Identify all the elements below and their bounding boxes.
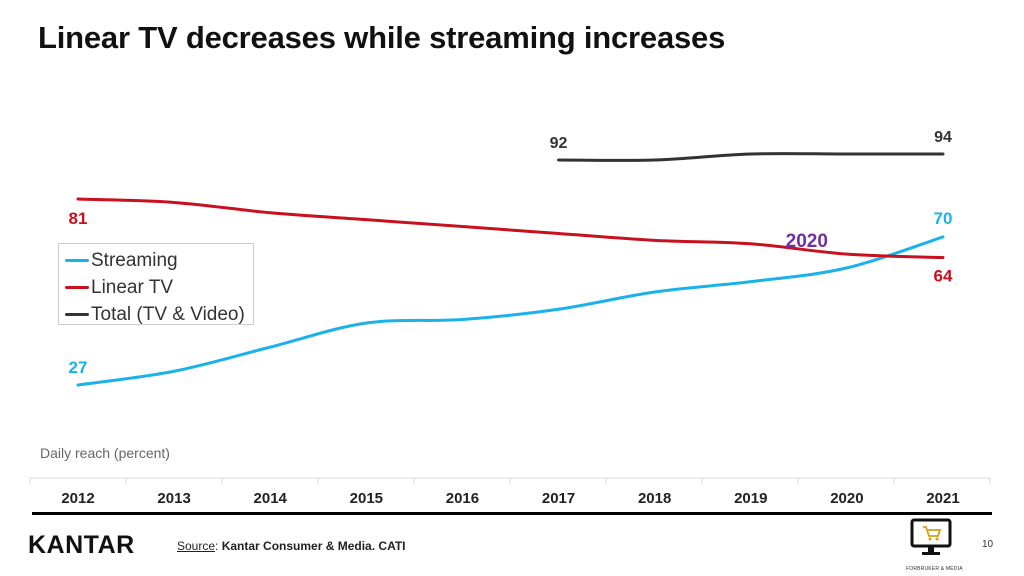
series-line-total-tv-video- <box>557 152 945 162</box>
legend-swatch-linear-tv <box>65 286 89 289</box>
x-tick-label: 2014 <box>254 490 288 507</box>
legend-item-streaming: Streaming <box>59 247 253 274</box>
monitor-cart-icon <box>910 518 952 555</box>
legend-label-total: Total (TV & Video) <box>91 303 245 325</box>
data-label: 27 <box>69 358 88 377</box>
x-tick-label: 2019 <box>734 490 767 507</box>
x-tick-label: 2013 <box>157 490 190 507</box>
x-tick-label: 2018 <box>638 490 671 507</box>
data-label: 81 <box>69 209 88 228</box>
source-label: Source <box>177 539 216 553</box>
logo-text: KANTAR <box>28 531 135 559</box>
x-tick-label: 2020 <box>830 490 863 507</box>
slide-title: Linear TV decreases while streaming incr… <box>38 20 726 55</box>
data-label: 92 <box>550 135 568 152</box>
source-note: Source: Kantar Consumer & Media. CATI <box>177 539 406 553</box>
series-line-streaming <box>76 235 945 387</box>
icon-caption: FORBRUKER & MEDIA <box>906 566 963 572</box>
legend-item-linear-tv: Linear TV <box>59 274 253 301</box>
data-label: 70 <box>934 209 953 228</box>
legend-swatch-streaming <box>65 259 89 262</box>
x-tick-label: 2016 <box>446 490 479 507</box>
x-tick-label: 2015 <box>350 490 383 507</box>
crossover-annotation: 2020 <box>786 231 828 252</box>
data-label: 64 <box>934 267 953 286</box>
data-label: 94 <box>934 129 952 146</box>
legend-label-streaming: Streaming <box>91 249 178 271</box>
footer-divider <box>32 512 992 515</box>
kantar-logo: KANTAR <box>28 531 135 560</box>
x-tick-label: 2017 <box>542 490 575 507</box>
chart-legend: Streaming Linear TV Total (TV & Video) <box>58 243 254 325</box>
x-tick-label: 2021 <box>926 490 959 507</box>
legend-label-linear-tv: Linear TV <box>91 276 174 298</box>
y-axis-label: Daily reach (percent) <box>40 445 170 461</box>
legend-item-total: Total (TV & Video) <box>59 301 253 328</box>
legend-swatch-total <box>65 313 89 316</box>
source-text: Kantar Consumer & Media. CATI <box>221 539 406 553</box>
x-tick-label: 2012 <box>61 490 94 507</box>
series-line-linear-tv <box>76 197 945 260</box>
page-number: 10 <box>982 539 994 550</box>
